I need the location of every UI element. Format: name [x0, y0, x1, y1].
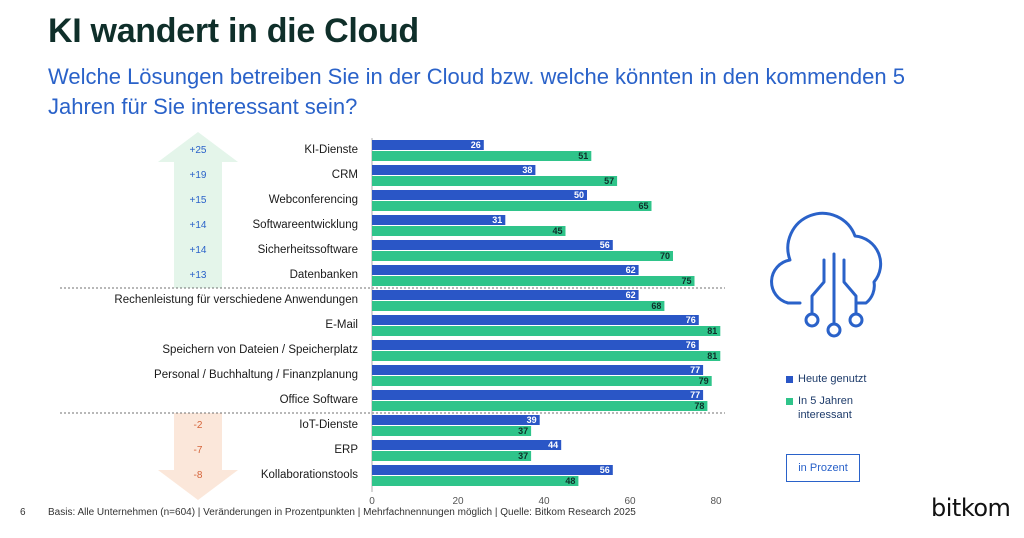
value-label-future: 51: [578, 151, 588, 161]
value-label-future: 37: [518, 451, 528, 461]
change-label: +13: [190, 270, 207, 281]
value-label-future: 45: [552, 226, 562, 236]
x-tick-label: 40: [538, 496, 550, 507]
down-arrow-icon: [158, 413, 238, 500]
bar-future: [372, 401, 708, 411]
bar-today: [372, 315, 699, 325]
value-label-today: 31: [492, 215, 502, 225]
change-label: +14: [190, 220, 207, 231]
value-label-future: 78: [694, 401, 704, 411]
category-label: Datenbanken: [290, 269, 358, 281]
bitkom-logo: bitkom: [931, 494, 1011, 522]
legend-label-today: Heute genutzt: [798, 373, 867, 385]
bar-today: [372, 240, 613, 250]
value-label-today: 44: [548, 440, 558, 450]
bar-today: [372, 415, 540, 425]
bar-today: [372, 340, 699, 350]
category-label: KI-Dienste: [304, 144, 358, 156]
value-label-future: 81: [707, 326, 717, 336]
value-label-future: 70: [660, 251, 670, 261]
value-label-today: 62: [626, 265, 636, 275]
bar-future: [372, 376, 712, 386]
value-label-today: 77: [690, 365, 700, 375]
bar-future: [372, 201, 652, 211]
category-label: Webconferencing: [269, 194, 358, 206]
up-arrow-icon: [158, 132, 238, 288]
value-label-today: 77: [690, 390, 700, 400]
category-label: ERP: [334, 444, 358, 456]
change-label: -7: [194, 445, 203, 456]
category-label: CRM: [332, 169, 358, 181]
bar-today: [372, 440, 562, 450]
value-label-future: 48: [565, 476, 575, 486]
legend-swatch-future: [786, 398, 793, 405]
value-label-today: 76: [686, 315, 696, 325]
category-label: E-Mail: [325, 319, 358, 331]
bar-today: [372, 190, 587, 200]
change-label: +25: [190, 145, 207, 156]
page-number: 6: [20, 507, 26, 518]
change-label: +15: [190, 195, 207, 206]
cloud-network-icon: [770, 211, 883, 338]
bar-future: [372, 476, 579, 486]
bar-future: [372, 426, 532, 436]
category-label: Office Software: [280, 394, 358, 406]
bar-future: [372, 301, 665, 311]
value-label-future: 68: [651, 301, 661, 311]
x-tick-label: 80: [710, 496, 722, 507]
category-label: Kollaborationstools: [261, 469, 358, 481]
value-label-today: 39: [527, 415, 537, 425]
legend-label-future: In 5 Jahren interessant: [798, 395, 854, 421]
category-label: Sicherheitssoftware: [258, 244, 358, 256]
change-label: -2: [194, 420, 203, 431]
chart-subtitle: Welche Lösungen betreiben Sie in der Clo…: [48, 64, 905, 119]
x-tick-label: 20: [452, 496, 464, 507]
bar-today: [372, 365, 704, 375]
value-label-today: 56: [600, 240, 610, 250]
value-label-future: 57: [604, 176, 614, 186]
bar-today: [372, 465, 613, 475]
footer-note: Basis: Alle Unternehmen (n=604) | Veränd…: [48, 507, 636, 518]
page-title: KI wandert in die Cloud: [48, 12, 419, 50]
x-tick-label: 60: [624, 496, 636, 507]
value-label-today: 50: [574, 190, 584, 200]
value-label-today: 76: [686, 340, 696, 350]
category-label: Rechenleistung für verschiedene Anwendun…: [114, 294, 358, 306]
change-label: +14: [190, 245, 207, 256]
bar-today: [372, 140, 484, 150]
bar-today: [372, 215, 506, 225]
bar-future: [372, 451, 532, 461]
bar-future: [372, 326, 721, 336]
bar-future: [372, 151, 592, 161]
bar-future: [372, 226, 566, 236]
value-label-future: 75: [681, 276, 691, 286]
bar-today: [372, 265, 639, 275]
value-label-today: 26: [471, 140, 481, 150]
change-label: +19: [190, 170, 207, 181]
change-label: -8: [194, 470, 203, 481]
legend-swatch-today: [786, 376, 793, 383]
bar-today: [372, 165, 536, 175]
unit-label: in Prozent: [786, 454, 860, 482]
bar-future: [372, 351, 721, 361]
bar-future: [372, 251, 673, 261]
value-label-future: 79: [699, 376, 709, 386]
category-label: Personal / Buchhaltung / Finanzplanung: [154, 369, 358, 381]
value-label-today: 62: [626, 290, 636, 300]
category-label: Softwareentwicklung: [253, 219, 358, 231]
value-label-future: 65: [638, 201, 648, 211]
category-label: Speichern von Dateien / Speicherplatz: [162, 344, 358, 356]
bar-future: [372, 276, 695, 286]
value-label-future: 81: [707, 351, 717, 361]
bar-today: [372, 290, 639, 300]
bar-future: [372, 176, 618, 186]
category-label: IoT-Dienste: [299, 419, 358, 431]
bar-today: [372, 390, 704, 400]
value-label-today: 38: [522, 165, 532, 175]
x-tick-label: 0: [369, 496, 375, 507]
value-label-future: 37: [518, 426, 528, 436]
value-label-today: 56: [600, 465, 610, 475]
